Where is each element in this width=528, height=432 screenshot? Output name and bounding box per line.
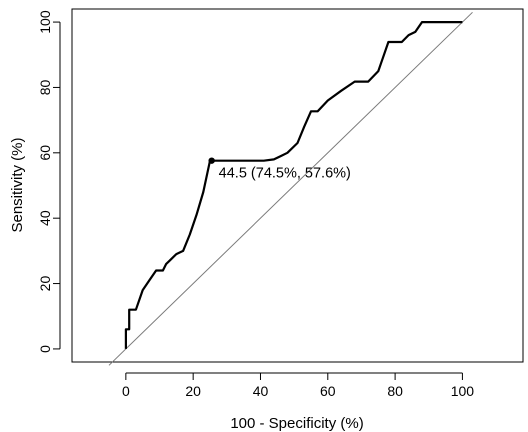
x-tick-label: 80 [387, 383, 403, 399]
reference-diagonal-line [108, 11, 473, 366]
y-tick-label: 80 [37, 79, 53, 95]
plot-frame [71, 8, 524, 363]
y-tick-label: 40 [37, 210, 53, 226]
threshold-point-marker [208, 157, 215, 164]
y-tick-label: 0 [37, 345, 53, 353]
y-tick-label: 100 [37, 10, 53, 34]
x-tick-label: 20 [185, 383, 201, 399]
x-tick-label: 100 [451, 383, 475, 399]
x-axis-title: 100 - Specificity (%) [230, 415, 363, 432]
y-tick-label: 20 [37, 276, 53, 292]
y-axis: 0 20 40 60 80 100 [37, 10, 61, 353]
roc-curve-line [124, 21, 463, 349]
x-tick-label: 0 [122, 383, 130, 399]
x-axis: 0 20 40 60 80 100 [122, 372, 475, 399]
y-tick-label: 60 [37, 145, 53, 161]
x-tick-label: 40 [253, 383, 269, 399]
y-axis-title: Sensitivity (%) [9, 137, 26, 232]
threshold-annotation-label: 44.5 (74.5%, 57.6%) [219, 166, 351, 182]
plot-content [108, 11, 473, 366]
annotations: 44.5 (74.5%, 57.6%) [208, 157, 351, 182]
x-tick-label: 60 [320, 383, 336, 399]
